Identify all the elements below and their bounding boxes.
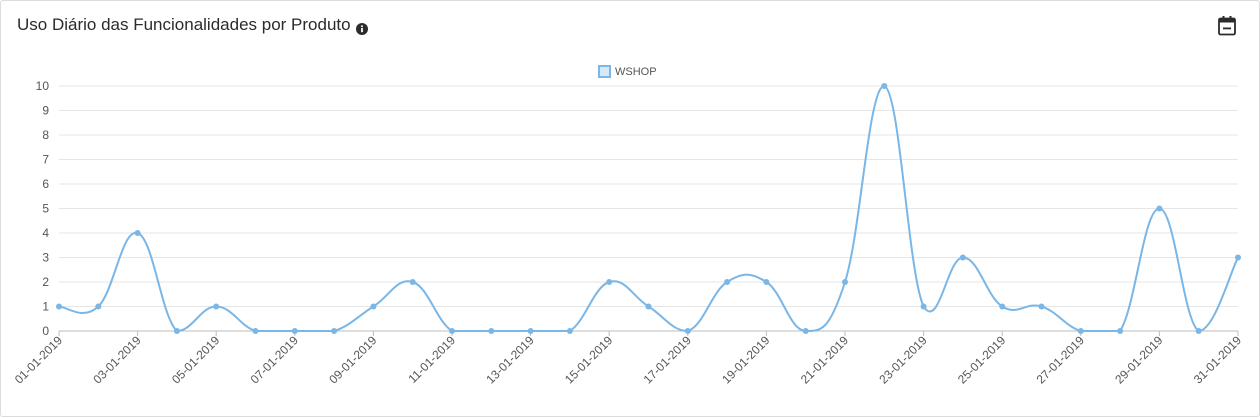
y-tick-label: 7 [42,153,49,167]
data-point[interactable] [449,328,455,334]
data-point[interactable] [881,83,888,89]
data-point[interactable] [1195,328,1202,334]
x-tick-label: 11-01-2019 [405,333,458,386]
y-tick-label: 2 [42,275,49,289]
x-tick-label: 07-01-2019 [248,333,302,387]
data-point[interactable] [56,303,62,310]
x-tick-label: 21-01-2019 [798,333,852,387]
y-tick-label: 8 [42,128,49,142]
data-point[interactable] [527,328,534,334]
y-tick-label: 0 [42,324,49,338]
data-point[interactable] [920,303,927,310]
x-tick-label: 03-01-2019 [90,333,144,387]
data-point[interactable] [95,303,102,310]
x-tick-label: 23-01-2019 [876,333,930,387]
info-circle-icon[interactable] [355,20,368,35]
data-point[interactable] [802,328,809,334]
data-point[interactable] [645,303,652,310]
x-tick-label: 17-01-2019 [641,333,695,387]
legend-label-wshop[interactable]: WSHOP [615,66,657,78]
data-point[interactable] [959,254,966,261]
data-points [56,83,1241,334]
data-point[interactable] [763,279,770,285]
data-point[interactable] [1038,303,1045,310]
data-point[interactable] [1117,328,1124,334]
y-axis-ticks: 0 1 2 3 4 5 6 7 8 9 10 [36,79,50,338]
y-tick-label: 9 [42,104,49,118]
y-tick-label: 5 [42,202,49,216]
x-tick-label: 25-01-2019 [955,333,1009,387]
card-header: Uso Diário das Funcionalidades por Produ… [17,15,368,35]
x-tick-label: 31-01-2019 [1191,333,1245,387]
legend[interactable]: WSHOP [598,65,657,78]
line-chart: 0 1 2 3 4 5 6 7 8 9 10 01-01-2019 03-01-2019 05-01-2… [12,65,1245,387]
data-point[interactable] [134,230,141,236]
calendar-icon [1218,16,1236,36]
x-tick-label: 13-01-2019 [483,333,537,387]
y-tick-label: 6 [42,177,49,191]
x-axis-ticks: 01-01-2019 03-01-2019 05-01-2019 07-01-2019… [12,331,1245,387]
data-point[interactable] [173,328,180,334]
x-tick-label: 01-01-2019 [12,333,66,387]
data-point[interactable] [1235,254,1241,261]
data-point[interactable] [252,328,259,334]
data-point[interactable] [488,328,495,334]
data-point[interactable] [724,279,731,285]
x-tick-label: 27-01-2019 [1034,333,1088,387]
y-tick-label: 1 [42,300,49,314]
data-point[interactable] [1077,328,1084,334]
x-tick-label: 29-01-2019 [1112,333,1166,387]
x-tick-label: 05-01-2019 [169,333,223,387]
data-point[interactable] [606,279,613,285]
y-tick-label: 10 [36,79,50,93]
x-tick-label: 09-01-2019 [326,333,380,387]
x-tick-label: 19-01-2019 [719,333,773,387]
data-point[interactable] [842,279,848,285]
data-point[interactable] [409,279,416,285]
calendar-button[interactable] [1217,15,1237,37]
data-point[interactable] [213,303,220,310]
data-point[interactable] [331,328,338,334]
x-tick-label: 15-01-2019 [562,333,616,387]
page-title: Uso Diário das Funcionalidades por Produ… [17,15,351,34]
data-point[interactable] [291,328,298,334]
data-point[interactable] [684,328,691,334]
y-tick-label: 4 [42,226,49,240]
grid-lines [59,85,1238,332]
data-point[interactable] [1156,205,1163,212]
legend-swatch-wshop[interactable] [598,65,611,78]
data-point[interactable] [370,303,377,310]
data-point[interactable] [566,328,573,334]
y-tick-label: 3 [42,251,49,265]
data-point[interactable] [999,303,1006,310]
